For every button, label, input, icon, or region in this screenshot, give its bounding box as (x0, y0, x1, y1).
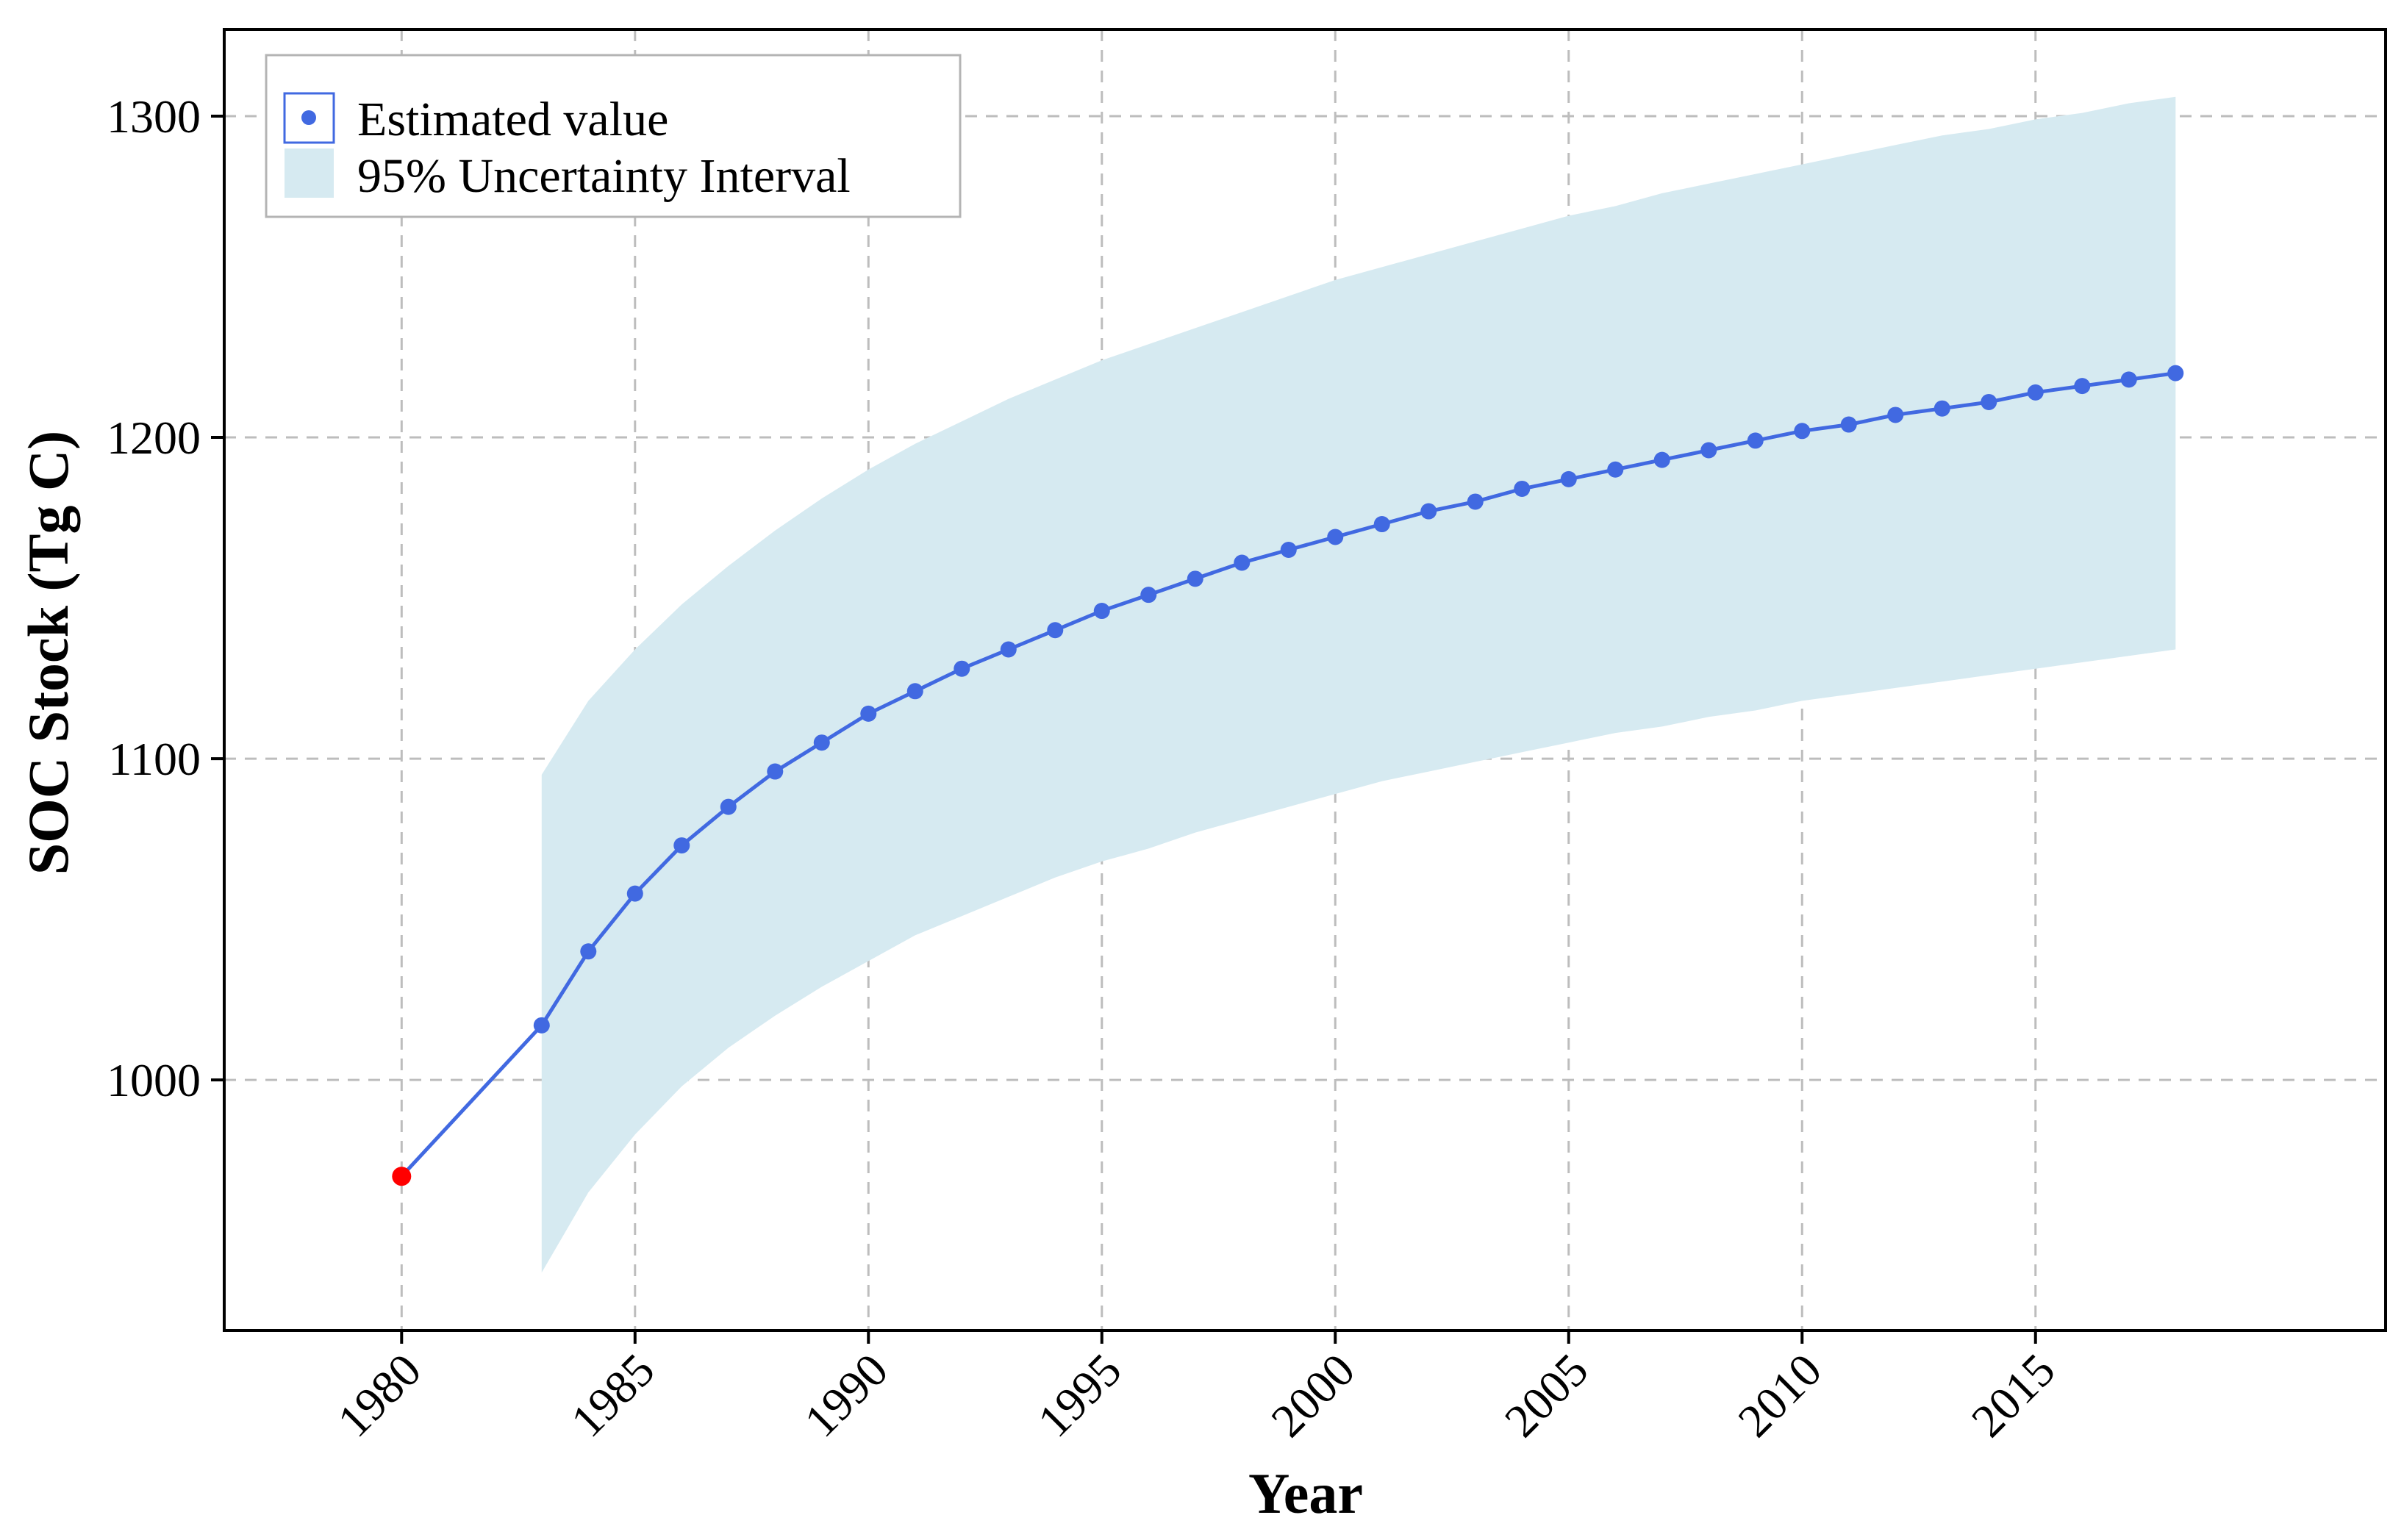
x-tick-label-1985: 1985 (561, 1344, 665, 1447)
y-axis-title: SOC Stock (Tg C) (16, 431, 80, 875)
data-point-2007 (1653, 451, 1670, 468)
data-point-1980 (392, 1167, 412, 1186)
x-tick-label-2000: 2000 (1261, 1344, 1364, 1447)
data-point-2004 (1514, 480, 1531, 497)
legend-box (265, 54, 962, 218)
data-point-2011 (1840, 416, 1857, 433)
data-point-2000 (1327, 529, 1344, 545)
legend-key-estimated-value (283, 92, 335, 144)
data-point-2013 (1933, 400, 1950, 417)
data-point-2001 (1373, 516, 1390, 533)
data-point-2018 (2167, 365, 2184, 382)
data-point-1986 (673, 837, 690, 854)
data-point-1990 (860, 705, 877, 722)
legend: Estimated value 95% Uncertainty Interval (265, 54, 962, 218)
x-tick-label-1990: 1990 (794, 1344, 898, 1447)
data-point-1994 (1047, 622, 1064, 639)
legend-key-point (301, 110, 316, 125)
data-point-1984 (580, 943, 597, 960)
data-point-2003 (1467, 493, 1484, 510)
y-tick-label-1100: 1100 (108, 733, 201, 785)
y-tick-label-1000: 1000 (107, 1054, 201, 1106)
data-point-1987 (720, 798, 737, 815)
x-tick-label-2005: 2005 (1495, 1344, 1598, 1447)
x-tick-label-2015: 2015 (1961, 1344, 2065, 1447)
data-point-1993 (1000, 641, 1017, 658)
data-point-2012 (1887, 407, 1904, 423)
data-point-1995 (1093, 603, 1110, 620)
x-axis-ticks: 1980 1985 1990 1995 2000 2005 2010 2015 (327, 1331, 2065, 1447)
data-point-1999 (1280, 542, 1297, 558)
data-point-1998 (1234, 554, 1251, 571)
x-axis-title: Year (1248, 1461, 1363, 1525)
data-point-1991 (906, 683, 923, 700)
legend-key-uncertainty-band (285, 148, 334, 198)
x-tick-label-2010: 2010 (1728, 1344, 1831, 1447)
x-tick-label-1995: 1995 (1028, 1344, 1131, 1447)
data-point-1992 (954, 660, 970, 677)
y-axis-ticks: 1000 1100 1200 1300 (107, 90, 224, 1106)
y-tick-label-1300: 1300 (107, 90, 201, 143)
uncertainty-band (541, 96, 2176, 1273)
x-tick-label-1980: 1980 (327, 1344, 431, 1447)
y-tick-label-1200: 1200 (107, 412, 201, 464)
data-point-1989 (813, 734, 830, 751)
legend-label-estimated-value: Estimated value (357, 93, 668, 146)
data-point-1985 (626, 885, 643, 902)
data-point-2016 (2074, 378, 2091, 395)
data-point-2008 (1700, 442, 1717, 459)
data-point-1988 (767, 763, 784, 780)
data-point-2005 (1560, 470, 1577, 487)
data-point-2010 (1794, 423, 1811, 440)
data-point-2017 (2120, 371, 2137, 388)
data-point-1997 (1187, 570, 1203, 587)
estimated-value-points (392, 365, 2184, 1186)
data-point-2014 (1981, 393, 1997, 410)
data-point-2009 (1747, 432, 1764, 449)
legend-label-uncertainty-interval: 95% Uncertainty Interval (357, 149, 851, 203)
plot-frame (223, 28, 2387, 1332)
data-point-1996 (1140, 587, 1157, 604)
data-point-1983 (533, 1017, 550, 1034)
data-point-2015 (2027, 384, 2044, 401)
data-point-2002 (1420, 503, 1437, 520)
data-point-2006 (1607, 461, 1624, 478)
